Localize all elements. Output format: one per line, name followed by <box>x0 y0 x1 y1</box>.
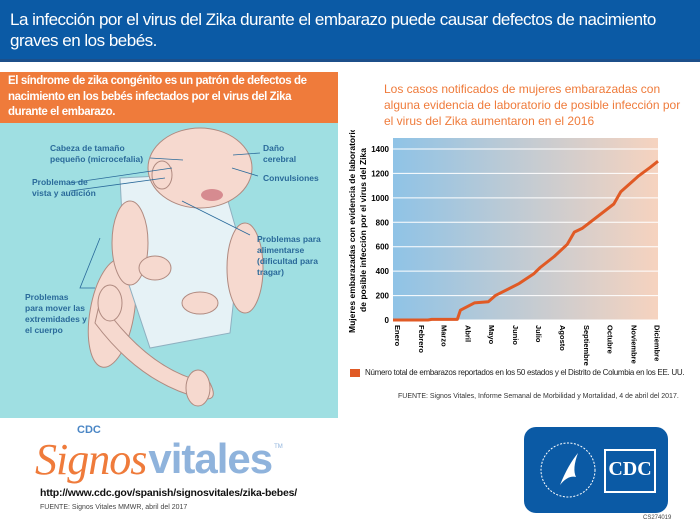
label-brain-damage: Daño cerebral <box>263 143 297 164</box>
cdc-logo-text: CDC <box>604 449 656 493</box>
x-tick-label: Enero <box>393 325 402 347</box>
logo-signos-text: Signos <box>35 435 147 484</box>
header-bar: La infección por el virus del Zika duran… <box>0 0 700 62</box>
baby-illustration <box>69 127 264 407</box>
chart-title: Los casos notificados de mujeres embaraz… <box>384 82 681 128</box>
signos-vitales-logo: CDC Signos vitales TM <box>35 424 335 484</box>
hhs-cdc-logo: CDC <box>524 427 668 513</box>
x-tick-label: Octubre <box>605 325 614 354</box>
y-axis-label: Mujeres embarazadas con evidencia de lab… <box>347 130 368 333</box>
x-tick-label: Noviembre <box>629 325 638 364</box>
logo-vitales-text: vitales <box>148 435 273 482</box>
baby-illustration-panel: Cabeza de tamaño pequeño (microcefalia) … <box>0 123 338 418</box>
legend-label: Número total de embarazos reportados en … <box>365 368 685 377</box>
y-tick-label: 1400 <box>371 145 389 154</box>
chart-source: FUENTE: Signos Vitales, Informe Semanal … <box>398 393 679 400</box>
x-tick-label: Septiembre <box>582 325 591 366</box>
x-tick-label: Febrero <box>417 325 426 353</box>
y-tick-label: 1000 <box>371 194 389 203</box>
logo-cdc-text: CDC <box>77 424 101 436</box>
y-tick-label: 0 <box>385 316 390 325</box>
plot-area <box>393 138 658 320</box>
x-tick-label: Mayo <box>487 325 496 345</box>
x-tick-label: Junio <box>511 325 520 345</box>
label-seizures: Convulsiones <box>263 173 319 183</box>
footer-source: FUENTE: Signos Vitales MMWR, abril del 2… <box>40 504 188 511</box>
x-tick-label: Diciembre <box>653 325 662 361</box>
source-link[interactable]: http://www.cdc.gov/spanish/signosvitales… <box>40 487 298 499</box>
page-title: La infección por el virus del Zika duran… <box>10 10 656 50</box>
legend-swatch <box>350 369 360 377</box>
x-tick-label: Marzo <box>439 325 448 347</box>
x-tick-label: Agosto <box>558 325 567 351</box>
y-tick-label: 200 <box>376 292 390 301</box>
y-tick-label: 400 <box>376 267 390 276</box>
label-vision-hearing: Problemas de vista y audición <box>32 177 96 198</box>
hhs-eagle-icon <box>540 442 596 498</box>
label-feeding: Problemas para alimentarse (dificultad p… <box>257 234 321 277</box>
document-code: CS274019 <box>643 515 672 521</box>
y-tick-label: 1200 <box>371 169 389 178</box>
logo-tm: TM <box>274 444 283 450</box>
line-chart: 0 200 400 600 800 1000 1200 1400 Enero Febrero Mar… <box>347 130 662 366</box>
chart-legend: Número total de embarazos reportados en … <box>350 368 690 378</box>
y-tick-label: 800 <box>376 218 390 227</box>
label-movement: Problemas para mover las extremidades y … <box>25 292 87 335</box>
x-tick-label: Abril <box>464 325 473 342</box>
label-microcephaly: Cabeza de tamaño pequeño (microcefalia) <box>50 143 144 164</box>
syndrome-banner: El síndrome de zika congénito es un patr… <box>0 72 338 123</box>
y-tick-label: 600 <box>376 243 390 252</box>
x-tick-label: Julio <box>534 325 543 343</box>
series-line <box>393 160 659 322</box>
